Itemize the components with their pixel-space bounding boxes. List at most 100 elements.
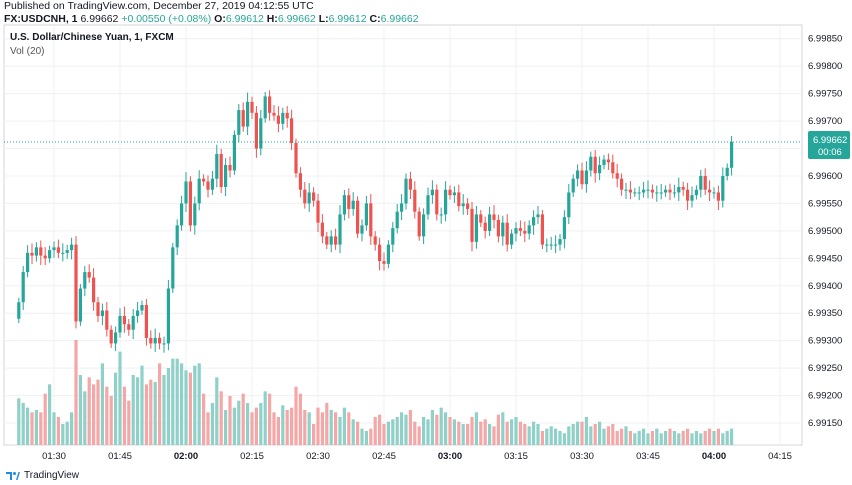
candle-body (444, 189, 448, 215)
last-price-tag-value: 6.99662 (813, 135, 847, 146)
time-tick-label: 02:45 (372, 451, 396, 462)
candle-body (452, 192, 456, 196)
candle-body (158, 337, 162, 344)
candle-body (153, 337, 157, 344)
candle-body (219, 154, 223, 187)
price-axis[interactable]: 6.99150 6.99200 6.99250 6.99300 6.99350 6.994… (808, 34, 842, 429)
volume-bar (320, 412, 324, 445)
volume-bar (237, 400, 241, 445)
volume-bar (593, 424, 597, 445)
volume-bar (655, 428, 659, 445)
volume-bars (17, 340, 734, 445)
price-tick-label: 6.99500 (808, 226, 842, 237)
candle-body (74, 244, 78, 322)
candle-body (391, 228, 395, 245)
candle-body (606, 159, 610, 163)
volume-bar (611, 424, 615, 445)
candle-body (580, 170, 584, 185)
volume-bar (232, 407, 236, 445)
candle-body (466, 203, 470, 209)
volume-bar (576, 421, 580, 445)
volume-bar (122, 386, 126, 445)
candle-body (92, 277, 96, 303)
last-price-countdown: 00:06 (818, 147, 842, 158)
volume-bar (180, 363, 184, 445)
candle-body (65, 250, 69, 253)
volume-bar (413, 421, 417, 445)
candle-body (408, 178, 412, 190)
candle-body (360, 225, 364, 234)
price-tick-label: 6.99800 (808, 61, 842, 72)
ohlc-line: FX:USDCNH, 1 6.99662 +0.00550 (+0.08%) O… (4, 13, 419, 26)
volume-bar (109, 396, 113, 445)
candle-body (48, 250, 52, 259)
time-tick-label: 03:00 (438, 451, 462, 462)
candle-body (342, 195, 346, 215)
volume-bar (664, 431, 668, 445)
candle-body (532, 217, 536, 226)
candle-body (197, 178, 201, 204)
volume-bar (730, 428, 734, 445)
candle-body (615, 173, 619, 179)
candle-body (589, 156, 593, 171)
volume-bar (254, 407, 258, 445)
volume-bar (540, 431, 544, 445)
candle-body (263, 96, 267, 119)
candle-body (83, 272, 87, 289)
candle-body (712, 192, 716, 194)
candle-body (294, 143, 298, 174)
volume-bar (118, 351, 122, 445)
candle-body (386, 244, 390, 264)
volume-bar (435, 414, 439, 445)
volume-bar (637, 431, 641, 445)
candle-body (646, 189, 650, 191)
high-value: 6.99662 (277, 13, 316, 25)
volume-bar (721, 433, 725, 445)
price-tick-label: 6.99750 (808, 89, 842, 100)
candle-body (162, 343, 166, 345)
candle-body (677, 186, 681, 193)
chart-legend: U.S. Dollar/Chinese Yuan, 1, FXCM Vol (2… (10, 31, 174, 59)
candle-body (395, 211, 399, 229)
candle-body (312, 192, 316, 201)
volume-bar (510, 419, 514, 445)
candle-body (567, 192, 571, 218)
candle-body (474, 214, 478, 242)
candle-body (527, 225, 531, 234)
volume-bar (457, 421, 461, 445)
volume-bar (672, 431, 676, 445)
volume-bar (694, 431, 698, 445)
time-tick-label: 01:30 (42, 451, 66, 462)
candle-body (730, 141, 734, 168)
candle-body (70, 244, 74, 251)
candle-body (602, 159, 606, 165)
candlestick-series (17, 90, 734, 353)
candle-body (171, 247, 175, 289)
price-tick-label: 6.99300 (808, 336, 842, 347)
volume-bar (206, 412, 210, 445)
volume-bar (162, 375, 166, 445)
volume-bar (224, 410, 228, 445)
volume-bar (298, 393, 302, 445)
candle-body (439, 214, 443, 216)
volume-bar (193, 365, 197, 445)
candle-body (576, 170, 580, 179)
volume-bar (606, 426, 610, 445)
volume-bar (74, 340, 78, 445)
candle-body (356, 200, 360, 234)
open-label: O: (214, 13, 226, 25)
volume-bar (378, 414, 382, 445)
volume-bar (136, 377, 140, 445)
candle-body (285, 112, 289, 119)
volume-bar (417, 426, 421, 445)
time-axis[interactable]: 01:30 01:45 02:00 02:15 02:30 02:45 03:00 03:15… (42, 451, 792, 462)
volume-bar (56, 417, 60, 445)
candle-body (259, 118, 263, 149)
volume-bar (589, 426, 593, 445)
volume-bar (338, 417, 342, 445)
candle-body (144, 305, 148, 338)
candle-body (21, 272, 25, 303)
volume-bar (470, 417, 474, 445)
candle-body (298, 173, 302, 190)
